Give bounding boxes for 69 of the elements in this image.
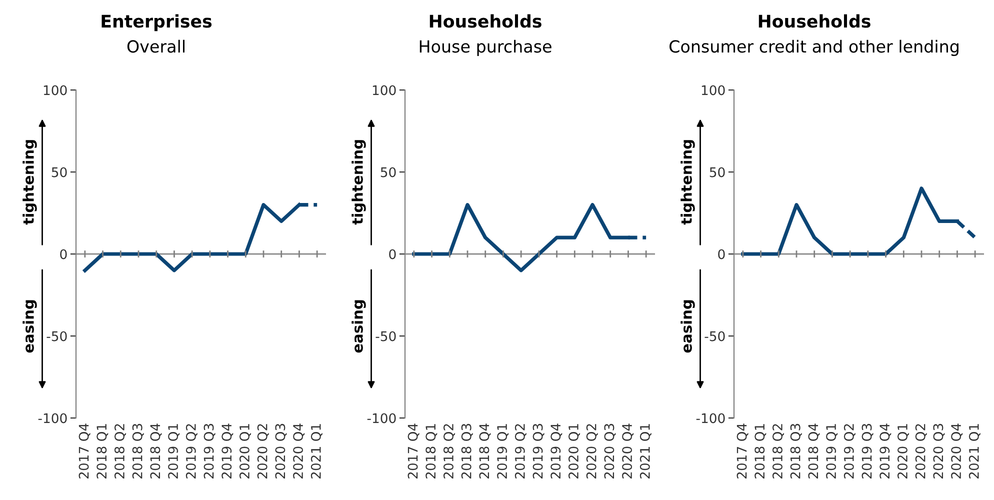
x-tick-label: 2020 Q4 xyxy=(293,424,305,478)
x-tick-label: 2018 Q4 xyxy=(808,424,820,478)
text: tightening xyxy=(22,140,37,225)
x-tick-label: 2019 Q2 xyxy=(514,424,526,478)
x-tick-label: 2019 Q3 xyxy=(862,424,874,478)
chart-title: Households xyxy=(430,14,542,28)
x-tick-label: 2018 Q4 xyxy=(479,424,491,478)
x-tick-label: 2019 Q1 xyxy=(497,424,509,478)
x-tick-label: 2018 Q1 xyxy=(96,424,108,478)
y-tick-label: 100 xyxy=(372,85,396,96)
x-tick-label: 2020 Q1 xyxy=(568,424,580,478)
y-tick-label: 0 xyxy=(60,249,67,260)
y-tick-label: -50 xyxy=(376,331,396,342)
x-tick-label: 2020 Q2 xyxy=(586,424,598,478)
x-tick-label: 2019 Q1 xyxy=(168,424,180,478)
text: easing xyxy=(22,300,37,353)
chart-subtitle: House purchase xyxy=(420,40,552,56)
x-tick-label: 2020 Q3 xyxy=(275,424,287,478)
x-tick-label: 2017 Q4 xyxy=(736,424,748,478)
x-tick-label: 2018 Q1 xyxy=(754,424,766,478)
y-tick-label: 100 xyxy=(702,85,725,96)
y-tick-label: 50 xyxy=(710,167,725,178)
x-tick-label: 2020 Q2 xyxy=(257,424,269,478)
x-tick-label: 2020 Q3 xyxy=(933,424,945,478)
x-tick-label: 2020 Q3 xyxy=(604,424,616,478)
x-tick-label: 2019 Q2 xyxy=(186,424,198,478)
chart-subtitle: Consumer credit and other lending xyxy=(670,40,958,56)
x-tick-label: 2020 Q2 xyxy=(915,424,927,478)
text: tightening xyxy=(352,140,366,225)
x-tick-label: 2021 Q1 xyxy=(310,424,322,478)
x-tick-label: 2018 Q3 xyxy=(461,424,473,478)
y-tick-label: -100 xyxy=(367,413,396,424)
x-tick-label: 2018 Q2 xyxy=(443,424,455,478)
x-tick-label: 2019 Q3 xyxy=(204,424,216,478)
x-tick-label: 2019 Q4 xyxy=(222,424,234,478)
x-tick-label: 2021 Q1 xyxy=(640,424,652,478)
x-tick-label: 2019 Q4 xyxy=(550,424,562,478)
x-tick-label: 2018 Q2 xyxy=(114,424,126,478)
x-tick-label: 2020 Q4 xyxy=(622,424,634,478)
chart-title: Enterprises xyxy=(102,14,212,32)
x-tick-label: 2020 Q1 xyxy=(239,424,251,478)
y-tick-label: 50 xyxy=(380,167,396,178)
x-tick-label: 2021 Q1 xyxy=(968,424,980,478)
x-tick-label: 2019 Q2 xyxy=(844,424,856,478)
x-tick-label: 2019 Q3 xyxy=(532,424,544,478)
text: tightening xyxy=(680,140,695,225)
y-tick-label: 0 xyxy=(718,249,725,260)
chart-title: Households xyxy=(758,14,870,28)
x-tick-label: 2020 Q1 xyxy=(897,424,909,478)
x-tick-label: 2018 Q3 xyxy=(132,424,144,478)
y-tick-label: 0 xyxy=(389,249,396,260)
chart-subtitle: Overall xyxy=(127,40,184,53)
y-tick-label: -100 xyxy=(696,413,725,424)
x-tick-label: 2019 Q1 xyxy=(826,424,838,478)
y-tick-label: -100 xyxy=(38,413,67,424)
x-tick-label: 2017 Q4 xyxy=(408,424,420,478)
x-tick-label: 2018 Q3 xyxy=(790,424,802,478)
x-tick-label: 2017 Q4 xyxy=(78,424,90,478)
y-tick-label: -50 xyxy=(46,331,67,342)
y-tick-label: 100 xyxy=(44,85,67,96)
x-tick-label: 2019 Q4 xyxy=(880,424,892,478)
x-tick-label: 2018 Q4 xyxy=(150,424,162,478)
x-tick-label: 2018 Q1 xyxy=(426,424,438,478)
text: easing xyxy=(352,300,366,353)
x-tick-label: 2020 Q4 xyxy=(951,424,963,478)
text: easing xyxy=(680,300,695,353)
y-tick-label: -50 xyxy=(704,331,725,342)
x-tick-label: 2018 Q2 xyxy=(772,424,784,478)
y-tick-label: 50 xyxy=(52,167,67,178)
